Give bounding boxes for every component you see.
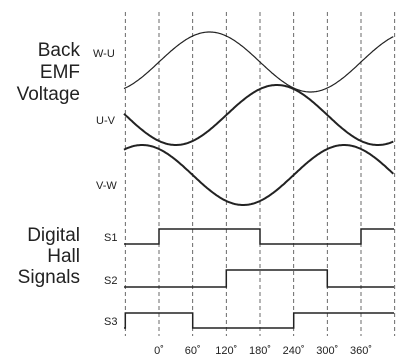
label-s1: S1 <box>104 232 117 244</box>
hall-wave-s2 <box>124 269 394 288</box>
back-emf-label-line-2: EMF <box>40 62 80 83</box>
hall-group-label: Digital Hall Signals <box>18 225 80 288</box>
back-emf-group-label: Back EMF Voltage <box>17 40 81 105</box>
label-s3: S3 <box>104 316 117 328</box>
emf-curve-u-v <box>123 84 394 146</box>
degree-tick-0: 0˚ <box>154 345 164 357</box>
hall-label-line-1: Digital <box>27 225 80 246</box>
label-u-v: U-V <box>96 115 116 127</box>
hall-wave-s1 <box>124 228 394 245</box>
degree-tick-360: 360˚ <box>350 345 372 357</box>
label-s2: S2 <box>104 275 117 287</box>
hall-square-waves <box>124 228 394 329</box>
hall-label-line-2: Hall <box>47 246 80 267</box>
emf-curve-v-w <box>123 144 395 206</box>
degree-tick-240: 240˚ <box>283 345 305 357</box>
degree-tick-180: 180˚ <box>249 345 271 357</box>
hall-wave-s3 <box>124 312 394 329</box>
emf-curve-w-u <box>123 31 394 93</box>
degree-axis-labels: 0˚ 60˚ 120˚ 180˚ 240˚ 300˚ 360˚ <box>154 345 372 357</box>
label-v-w: V-W <box>96 180 117 192</box>
back-emf-label-line-3: Voltage <box>17 84 80 105</box>
degree-tick-120: 120˚ <box>215 345 237 357</box>
label-w-u: W-U <box>93 48 115 60</box>
degree-tick-60: 60˚ <box>185 345 201 357</box>
back-emf-label-line-1: Back <box>38 40 81 61</box>
back-emf-curves <box>123 31 395 206</box>
hall-label-line-3: Signals <box>18 267 80 288</box>
signal-labels: W-U U-V V-W S1 S2 S3 <box>93 48 117 328</box>
degree-tick-300: 300˚ <box>316 345 338 357</box>
